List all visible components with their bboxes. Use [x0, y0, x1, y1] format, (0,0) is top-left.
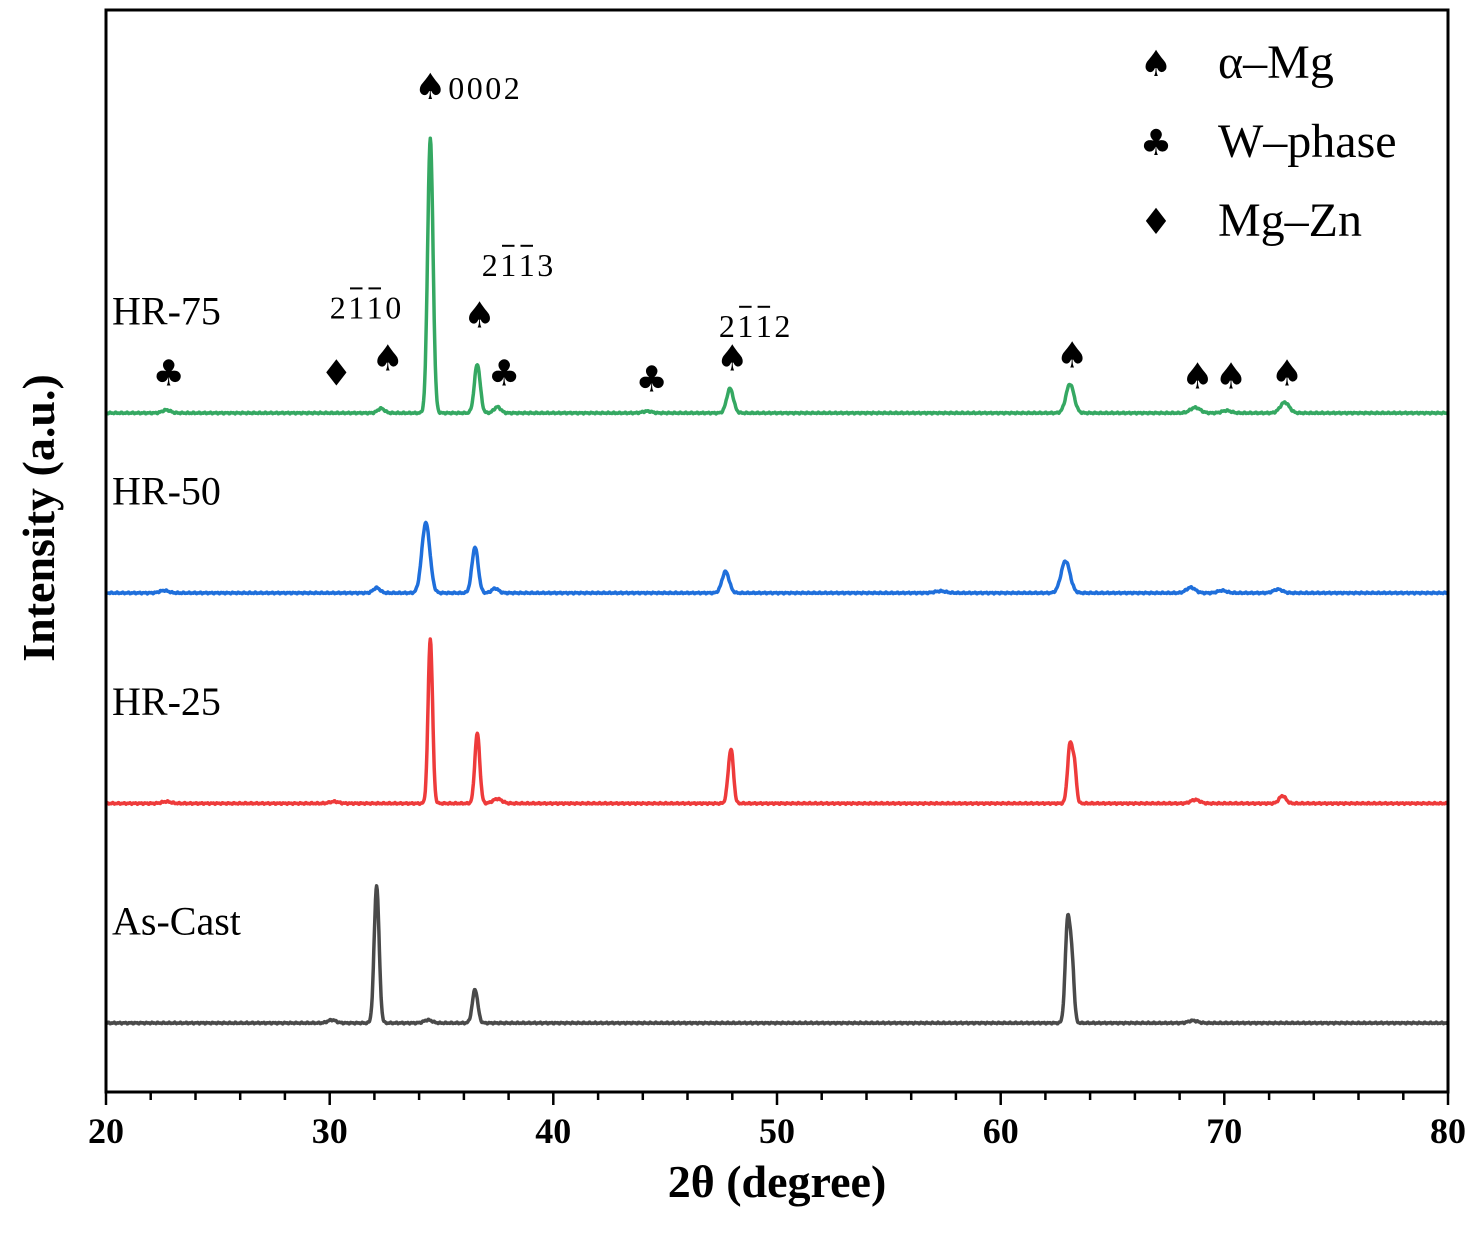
- phase-marker: ♠: [1271, 354, 1303, 395]
- miller-digit: 0: [385, 289, 401, 325]
- miller-digit: 3: [537, 247, 553, 283]
- miller-digit: 1: [756, 308, 772, 344]
- series-line-hr-75: [104, 136, 1450, 416]
- miller-digit: 0: [448, 70, 464, 106]
- x-tick-label: 60: [983, 1111, 1019, 1151]
- phase-marker: ♦: [320, 354, 352, 395]
- series-layer: [104, 136, 1450, 1026]
- phase-marker: ♠: [716, 338, 748, 379]
- y-axis-title: Intensity (a.u.): [13, 374, 64, 662]
- series-label-hr-75: HR-75: [112, 289, 221, 334]
- miller-digit: 1: [519, 247, 535, 283]
- series-line-hr-50: [104, 520, 1450, 596]
- series-line-as-cast: [104, 884, 1450, 1026]
- phase-marker: ♣: [636, 360, 668, 401]
- series-label-hr-25: HR-25: [112, 679, 221, 724]
- miller-digit: 2: [482, 247, 498, 283]
- phase-marker: ♠: [372, 338, 404, 379]
- legend-symbol: ♠: [1140, 44, 1172, 85]
- miller-digit: 2: [774, 308, 790, 344]
- miller-digit: 2: [504, 70, 520, 106]
- legend-symbol: ♣: [1140, 123, 1172, 164]
- legend-label: α–Mg: [1218, 36, 1334, 89]
- miller-digit: 1: [367, 289, 383, 325]
- x-tick-label: 30: [312, 1111, 348, 1151]
- miller-digit: 2: [330, 289, 346, 325]
- legend: ♠ α–Mg ♣ W–phase ♦ Mg–Zn: [1140, 36, 1397, 247]
- x-tick-label: 20: [88, 1111, 124, 1151]
- miller-digit: 1: [737, 308, 753, 344]
- series-line-hr-25: [104, 637, 1450, 807]
- phase-marker: ♠: [1056, 335, 1088, 376]
- legend-symbol: ♦: [1140, 202, 1172, 243]
- x-tick-label: 70: [1206, 1111, 1242, 1151]
- phase-marker: ♠: [414, 67, 446, 108]
- miller-digit: 1: [348, 289, 364, 325]
- legend-label: W–phase: [1218, 115, 1397, 168]
- miller-digit: 2: [719, 308, 735, 344]
- x-axis-title: 2θ (degree): [668, 1156, 887, 1207]
- phase-marker: ♣: [488, 354, 520, 395]
- phase-marker: ♠: [1215, 357, 1247, 398]
- x-tick-label: 50: [759, 1111, 795, 1151]
- x-tick-label: 40: [535, 1111, 571, 1151]
- series-label-hr-50: HR-50: [112, 469, 221, 514]
- annotation-layer: ♣ ♦ ♠♠♣♠♣♠ ♠♠ ♠ ♠2 1 1 00 0 0 22 1 1 32 1 1 2: [152, 67, 1303, 401]
- miller-digit: 0: [467, 70, 483, 106]
- x-tick-label: 80: [1430, 1111, 1466, 1151]
- phase-marker: ♣: [152, 354, 184, 395]
- phase-marker: ♠: [1181, 357, 1213, 398]
- miller-digit: 0: [485, 70, 501, 106]
- phase-marker: ♠: [463, 296, 495, 337]
- miller-digit: 1: [500, 247, 516, 283]
- series-label-as-cast: As-Cast: [112, 899, 241, 944]
- legend-label: Mg–Zn: [1218, 194, 1362, 247]
- x-axis-ticks: 20 30 40 50 60 70 80: [88, 1092, 1466, 1151]
- series-label-layer: As-Cast HR-25 HR-50 HR-75: [112, 289, 241, 944]
